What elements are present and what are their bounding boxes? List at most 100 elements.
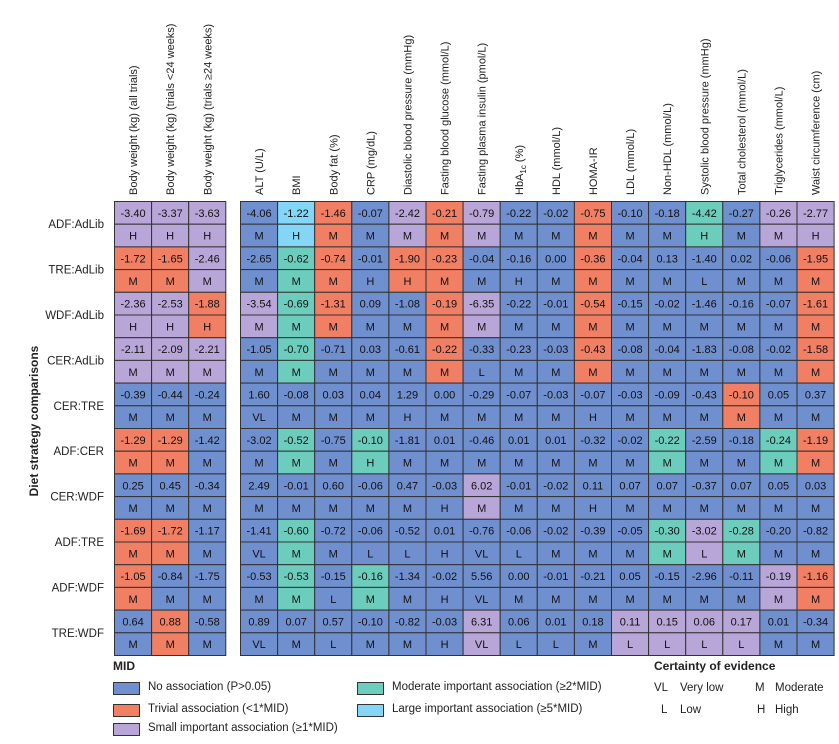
cell-certainty: M xyxy=(774,639,783,651)
cell-value: 0.01 xyxy=(508,435,529,447)
cell-value: -0.39 xyxy=(580,526,605,538)
cell-value: 6.02 xyxy=(471,480,492,492)
legend-swatch-large xyxy=(357,704,384,717)
cell-certainty: M xyxy=(329,548,338,560)
cell-value: -0.58 xyxy=(195,616,220,628)
cell-certainty: M xyxy=(329,412,338,424)
cell-value: -0.27 xyxy=(729,208,754,220)
cell-certainty: M xyxy=(403,231,412,243)
cell-certainty: L xyxy=(701,639,707,651)
cell-value: 0.25 xyxy=(122,480,143,492)
cell-value: -0.74 xyxy=(321,253,346,265)
cell-value: -0.10 xyxy=(358,435,383,447)
cell-value: -0.32 xyxy=(580,435,605,447)
cell-certainty: M xyxy=(663,231,672,243)
cell-certainty: M xyxy=(625,276,634,288)
row-label-adf-cer: ADF:CER xyxy=(54,446,104,458)
column-header-alt-u-l: ALT (U/L) xyxy=(254,148,266,195)
certainty-code-high: H xyxy=(757,704,766,716)
cell-certainty: M xyxy=(366,367,375,379)
cell-value: -1.05 xyxy=(121,571,146,583)
cell-value: 0.06 xyxy=(508,616,529,628)
cell-certainty: M xyxy=(166,548,175,560)
certainty-legend-title: Certainty of evidence xyxy=(654,659,776,673)
cell-certainty: M xyxy=(514,231,523,243)
cell-certainty: M xyxy=(811,458,820,470)
row-label-wdf-adlib: WDF:AdLib xyxy=(45,310,104,322)
cell-certainty: M xyxy=(588,231,597,243)
cell-certainty: M xyxy=(700,458,709,470)
cell-certainty: M xyxy=(366,321,375,333)
cell-value: 0.88 xyxy=(159,616,180,628)
cell-value: -0.05 xyxy=(618,526,643,538)
cell-value: 2.49 xyxy=(248,480,269,492)
cell-value: -0.82 xyxy=(395,616,420,628)
cell-certainty: M xyxy=(128,548,137,560)
cell-value: -1.08 xyxy=(395,299,420,311)
cell-value: -2.77 xyxy=(803,208,828,220)
cell-certainty: M xyxy=(254,594,263,606)
cell-certainty: M xyxy=(292,548,301,560)
cell-certainty: L xyxy=(516,639,522,651)
cell-certainty: M xyxy=(440,458,449,470)
cell-certainty: M xyxy=(811,367,820,379)
cell-certainty: M xyxy=(551,503,560,515)
cell-certainty: M xyxy=(663,548,672,560)
cell-value: -0.08 xyxy=(729,344,754,356)
cell-certainty: M xyxy=(292,594,301,606)
cell-certainty: M xyxy=(254,231,263,243)
cell-value: -3.54 xyxy=(247,299,272,311)
cell-certainty: M xyxy=(737,548,746,560)
cell-certainty: M xyxy=(811,412,820,424)
cell-certainty: M xyxy=(625,231,634,243)
legend-swatch-moderate xyxy=(357,682,384,695)
cell-value: -0.10 xyxy=(618,208,643,220)
cell-certainty: H xyxy=(441,548,449,560)
cell-value: -0.46 xyxy=(469,435,494,447)
certainty-label-moderate: Moderate xyxy=(775,682,824,694)
cell-value: -1.34 xyxy=(395,571,420,583)
cell-value: -1.41 xyxy=(247,526,272,538)
cell-value: -0.21 xyxy=(580,571,605,583)
cell-value: -0.28 xyxy=(729,526,754,538)
cell-certainty: L xyxy=(738,639,744,651)
cell-certainty: M xyxy=(551,276,560,288)
cell-certainty: M xyxy=(403,458,412,470)
cell-certainty: M xyxy=(440,276,449,288)
row-label-tre-wdf: TRE:WDF xyxy=(52,628,104,640)
cell-value: -0.15 xyxy=(321,571,346,583)
cell-certainty: M xyxy=(403,594,412,606)
cell-certainty: M xyxy=(774,548,783,560)
cell-value: -1.31 xyxy=(321,299,346,311)
cell-value: -0.19 xyxy=(432,299,457,311)
cell-value: 0.05 xyxy=(768,389,789,401)
cell-certainty: H xyxy=(441,503,449,515)
cell-value: 0.07 xyxy=(285,616,306,628)
cell-value: -1.72 xyxy=(121,253,146,265)
cell-certainty: M xyxy=(166,594,175,606)
cell-certainty: M xyxy=(774,231,783,243)
certainty-label-very-low: Very low xyxy=(680,682,724,694)
cell-value: -0.75 xyxy=(580,208,605,220)
cell-value: -0.34 xyxy=(195,480,220,492)
cell-certainty: M xyxy=(203,412,212,424)
cell-certainty: H xyxy=(589,503,597,515)
cell-certainty: M xyxy=(700,412,709,424)
column-header-total-cholesterol-mmol-l: Total cholesterol (mmol/L) xyxy=(736,69,748,195)
cell-certainty: M xyxy=(166,503,175,515)
cell-certainty: M xyxy=(700,321,709,333)
column-header-systolic-blood-pressure-mmhg: Systolic blood pressure (mmHg) xyxy=(699,39,711,196)
cell-value: -0.36 xyxy=(580,253,605,265)
cell-certainty: L xyxy=(701,548,707,560)
cell-certainty: M xyxy=(403,639,412,651)
cell-certainty: L xyxy=(330,594,336,606)
cell-certainty: H xyxy=(403,412,411,424)
cell-value: -0.07 xyxy=(358,208,383,220)
cell-value: 0.64 xyxy=(122,616,143,628)
cell-certainty: H xyxy=(700,231,708,243)
cell-certainty: M xyxy=(128,503,137,515)
cell-certainty: M xyxy=(551,321,560,333)
cell-certainty: M xyxy=(254,276,263,288)
cell-value: -0.71 xyxy=(321,344,346,356)
cell-value: 0.11 xyxy=(620,616,641,628)
